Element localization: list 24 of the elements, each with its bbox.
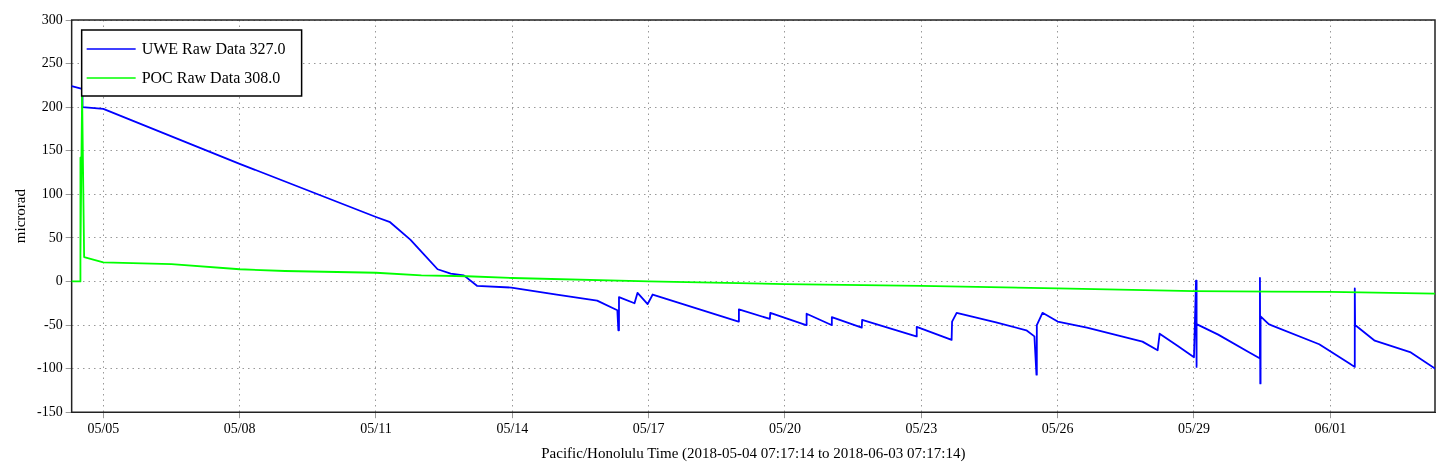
x-tick-label: 05/29 [1178, 421, 1210, 437]
x-axis-title: Pacific/Honolulu Time (2018-05-04 07:17:14 to 2018-06-03 07:17:14) [541, 444, 966, 462]
x-tick-label: 05/17 [632, 421, 665, 437]
y-tick-label: 300 [41, 11, 63, 27]
x-tick-label: 05/11 [360, 421, 392, 437]
y-axis-title: microrad [11, 188, 28, 244]
x-tick-label: 05/14 [496, 421, 529, 437]
y-tick-label: -50 [43, 316, 63, 332]
y-tick-label: 0 [55, 273, 63, 289]
y-tick-label: 50 [48, 229, 63, 245]
y-tick-label: 250 [41, 55, 63, 71]
x-tick-label: 06/01 [1314, 421, 1347, 437]
legend-label: UWE Raw Data 327.0 [141, 40, 286, 58]
y-tick-label: -150 [36, 403, 63, 419]
x-tick-label: 05/23 [905, 421, 938, 437]
x-tick-label: 05/26 [1041, 421, 1074, 437]
y-tick-label: 100 [41, 185, 63, 201]
legend-label: POC Raw Data 308.0 [141, 69, 281, 87]
x-tick-label: 05/08 [223, 421, 256, 437]
y-tick-label: -100 [36, 360, 63, 376]
x-tick-label: 05/20 [769, 421, 801, 437]
y-tick-label: 200 [41, 98, 63, 114]
x-tick-label: 05/05 [87, 421, 120, 437]
y-tick-label: 150 [41, 142, 63, 158]
